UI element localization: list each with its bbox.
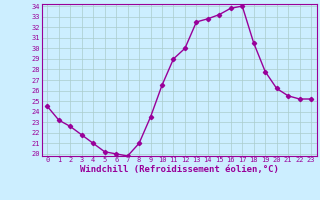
X-axis label: Windchill (Refroidissement éolien,°C): Windchill (Refroidissement éolien,°C) — [80, 165, 279, 174]
